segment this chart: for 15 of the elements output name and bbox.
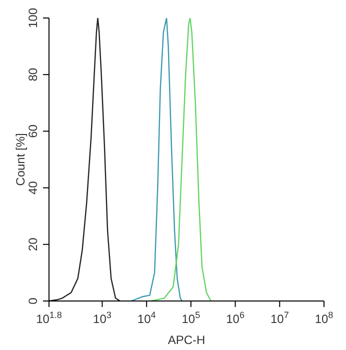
y-tick-label: 40 <box>26 180 40 194</box>
y-tick-label: 20 <box>26 237 40 252</box>
x-tick-label: 10$^{8}$ <box>314 310 334 326</box>
y-axis-title: Count [%] <box>13 133 28 186</box>
x-tick-label: 10$^{5}$ <box>182 310 200 326</box>
y-tick-label: 80 <box>26 68 40 82</box>
y-tick-label: 0 <box>26 297 40 304</box>
x-tick-label: 10$^{6}$ <box>226 310 244 326</box>
x-tick-label: 10$^{4}$ <box>137 310 156 326</box>
y-tick-label: 60 <box>26 124 40 138</box>
x-tick-label: 10$^{7}$ <box>270 310 289 326</box>
x-axis-title: APC-H <box>168 333 206 347</box>
x-tick-label: 10$^{1.8}$ <box>36 310 62 326</box>
x-tick-label: 10$^{3}$ <box>93 310 112 326</box>
y-tick-label: 100 <box>26 8 40 28</box>
